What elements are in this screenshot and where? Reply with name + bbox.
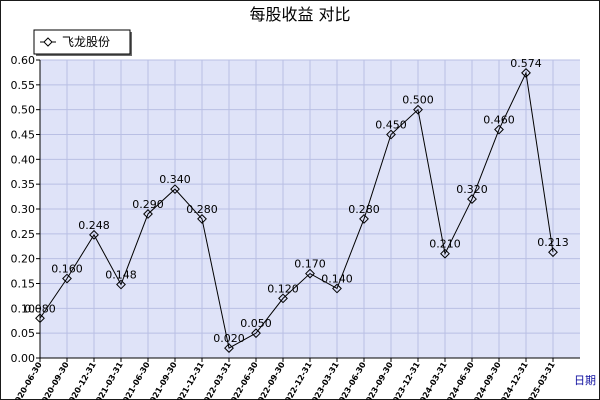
data-point-marker bbox=[35, 313, 45, 324]
data-point-marker bbox=[251, 328, 261, 339]
data-point-marker bbox=[521, 68, 531, 78]
data-label: 0.460 bbox=[483, 114, 515, 127]
x-tick-label: 2020-06-30 bbox=[10, 360, 44, 400]
y-tick-label: 0.35 bbox=[11, 178, 36, 191]
data-point-marker bbox=[440, 248, 450, 259]
y-tick-label: 0.05 bbox=[11, 327, 36, 340]
data-point-marker bbox=[332, 283, 342, 294]
data-label: 0.280 bbox=[348, 203, 380, 216]
data-label: 0.020 bbox=[213, 332, 245, 345]
data-point-marker bbox=[197, 214, 207, 224]
data-point-marker bbox=[278, 293, 288, 304]
data-label: 0.140 bbox=[321, 272, 353, 285]
data-point-marker bbox=[89, 229, 99, 240]
legend: 飞龙股份 bbox=[33, 29, 132, 56]
data-label: 0.080 bbox=[24, 302, 56, 315]
y-tick-label: 0.45 bbox=[11, 129, 36, 142]
data-point-marker bbox=[224, 343, 234, 353]
data-label: 0.450 bbox=[375, 119, 407, 132]
data-label: 0.500 bbox=[402, 94, 434, 107]
y-tick-label: 0.40 bbox=[11, 153, 36, 166]
y-tick-label: 0.25 bbox=[11, 228, 36, 241]
data-point-marker bbox=[386, 129, 396, 140]
data-point-marker bbox=[467, 194, 477, 204]
data-label: 0.050 bbox=[240, 317, 272, 330]
data-label: 0.213 bbox=[537, 236, 569, 249]
y-tick-label: 0.15 bbox=[11, 278, 36, 291]
data-point-marker bbox=[494, 124, 504, 135]
legend-marker bbox=[43, 37, 53, 47]
data-point-marker bbox=[116, 279, 126, 290]
data-point-marker bbox=[62, 273, 72, 284]
chart-title: 每股收益 对比 bbox=[249, 5, 350, 24]
y-tick-label: 0.30 bbox=[11, 203, 36, 216]
data-point-marker bbox=[548, 247, 558, 258]
data-label: 0.170 bbox=[294, 258, 326, 271]
plot-area: 0.00 0.05 0.10 0.15 0.20 0.25 0.30 0.35 0.40 0.45… bbox=[10, 54, 580, 400]
data-label: 0.290 bbox=[132, 198, 164, 211]
y-tick-label: 0.00 bbox=[11, 352, 36, 365]
y-tick-label: 0.50 bbox=[11, 104, 36, 117]
data-label: 0.120 bbox=[267, 282, 299, 295]
data-point-marker bbox=[143, 209, 153, 219]
series-line bbox=[39, 71, 554, 349]
data-label: 0.320 bbox=[456, 183, 488, 196]
y-tick-label: 0.60 bbox=[11, 54, 36, 67]
data-point-marker bbox=[413, 104, 423, 115]
data-label: 0.280 bbox=[186, 203, 218, 216]
y-tick-label: 0.20 bbox=[11, 253, 36, 266]
legend-entry-label: 飞龙股份 bbox=[62, 35, 110, 49]
data-label: 0.148 bbox=[105, 268, 137, 281]
data-label: 0.248 bbox=[78, 219, 110, 232]
data-label: 0.210 bbox=[429, 238, 461, 251]
data-label: 0.160 bbox=[51, 263, 83, 276]
data-label: 0.340 bbox=[159, 173, 191, 186]
data-label: 0.574 bbox=[510, 57, 542, 70]
x-axis-name: 日期 bbox=[574, 374, 596, 387]
y-tick-label: 0.55 bbox=[11, 79, 36, 92]
data-point-marker bbox=[170, 184, 180, 195]
data-point-marker bbox=[305, 268, 315, 279]
y-tick-label: 0.10 bbox=[11, 302, 36, 315]
data-point-marker bbox=[359, 214, 369, 224]
